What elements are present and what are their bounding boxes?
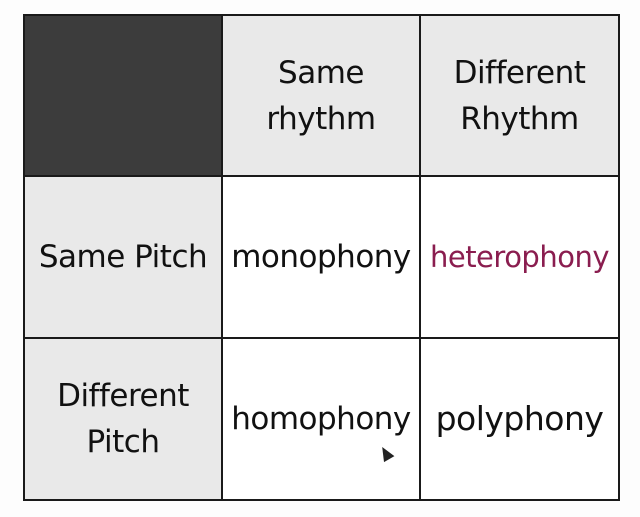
row-header-line: Pitch	[86, 424, 160, 460]
column-header-same-rhythm: Same rhythm	[221, 14, 421, 177]
table-row: Different Pitch homophony polyphony	[23, 337, 620, 501]
column-header-line: Same	[278, 54, 364, 91]
cell-text: polyphony	[435, 399, 604, 438]
column-header-line: rhythm	[266, 100, 376, 137]
table-row: Same Pitch monophony heterophony	[23, 175, 620, 339]
cell-monophony: monophony	[221, 175, 421, 339]
cell-heterophony: heterophony	[419, 175, 620, 339]
cell-homophony: homophony	[221, 337, 421, 501]
row-header-line: Same Pitch	[38, 239, 208, 275]
column-header-line: Rhythm	[460, 100, 579, 137]
row-header-line: Different	[57, 378, 189, 414]
corner-cell	[23, 14, 223, 177]
cell-text: homophony	[231, 401, 411, 437]
cell-polyphony: polyphony	[419, 337, 620, 501]
texture-table: Same rhythm Different Rhythm Same Pitch …	[23, 14, 620, 501]
row-header-same-pitch: Same Pitch	[23, 175, 223, 339]
header-row: Same rhythm Different Rhythm	[23, 14, 620, 177]
cell-text: heterophony	[429, 240, 610, 274]
cell-text: monophony	[231, 239, 411, 275]
row-header-different-pitch: Different Pitch	[23, 337, 223, 501]
column-header-line: Different	[453, 54, 586, 91]
column-header-different-rhythm: Different Rhythm	[419, 14, 620, 177]
